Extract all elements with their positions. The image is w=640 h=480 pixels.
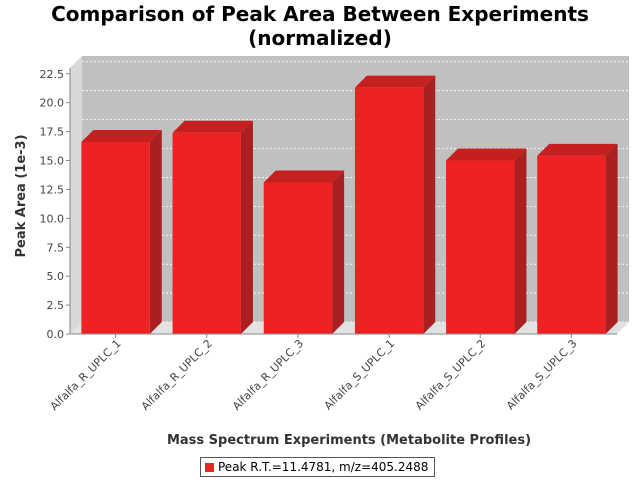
x-axis-label: Mass Spectrum Experiments (Metabolite Pr… [167, 433, 531, 448]
y-tick-label: 10.0 [40, 212, 65, 225]
bar-front [446, 160, 515, 334]
y-axis: 0.0 2.5 5.0 7.5 10.0 12.5 15.0 17.5 20.0 22.5 [40, 68, 71, 341]
bar [81, 130, 162, 334]
bar-top [354, 75, 436, 88]
bar-side [605, 143, 618, 334]
bar-front [172, 132, 241, 334]
y-tick-label: 15.0 [40, 155, 65, 168]
bar-side [240, 120, 253, 334]
x-tick-label: Alfalfa_R_UPLC_2 [139, 337, 215, 413]
bar [537, 143, 618, 334]
bar-front [354, 87, 424, 335]
bar-top [172, 120, 253, 133]
bar-top [81, 130, 162, 143]
y-tick-label: 0.0 [47, 328, 65, 341]
bar-front [537, 155, 606, 334]
bar [354, 75, 436, 335]
y-tick-label: 20.0 [40, 97, 65, 110]
x-tick-label: Alfalfa_R_UPLC_3 [230, 337, 306, 413]
bar-side [149, 130, 162, 334]
y-tick-label: 22.5 [40, 68, 65, 81]
bar [446, 148, 527, 334]
legend-label: Peak R.T.=11.4781, m/z=405.2488 [218, 460, 429, 474]
legend: Peak R.T.=11.4781, m/z=405.2488 [200, 457, 436, 477]
bar-side [423, 75, 436, 334]
bar-front [81, 142, 150, 334]
bar-front [263, 182, 333, 334]
bar [263, 170, 345, 334]
plot-left-wall [70, 56, 82, 334]
chart-title-line2: (normalized) [248, 26, 392, 50]
y-tick-label: 12.5 [40, 183, 65, 196]
chart-title-line1: Comparison of Peak Area Between Experime… [51, 2, 589, 26]
x-tick-label: Alfalfa_S_UPLC_3 [504, 337, 580, 413]
bar-top [537, 143, 618, 156]
bar-top [263, 170, 345, 183]
chart-title: Comparison of Peak Area Between Experime… [0, 2, 640, 50]
bar-side [514, 148, 527, 334]
x-tick-label: Alfalfa_R_UPLC_1 [48, 337, 124, 413]
x-axis: Alfalfa_R_UPLC_1 Alfalfa_R_UPLC_2 Alfalfa_… [48, 333, 617, 413]
bar [172, 120, 253, 334]
y-tick-label: 17.5 [40, 126, 65, 139]
x-tick-label: Alfalfa_S_UPLC_1 [322, 337, 398, 413]
bar-side [332, 170, 345, 334]
y-tick-label: 2.5 [47, 299, 65, 312]
y-tick-label: 7.5 [47, 241, 65, 254]
x-tick-label: Alfalfa_S_UPLC_2 [413, 337, 489, 413]
bar-top [446, 148, 527, 161]
bars [81, 75, 618, 335]
y-tick-label: 5.0 [47, 270, 65, 283]
y-axis-label: Peak Area (1e-3) [14, 134, 29, 257]
legend-swatch [205, 462, 214, 472]
